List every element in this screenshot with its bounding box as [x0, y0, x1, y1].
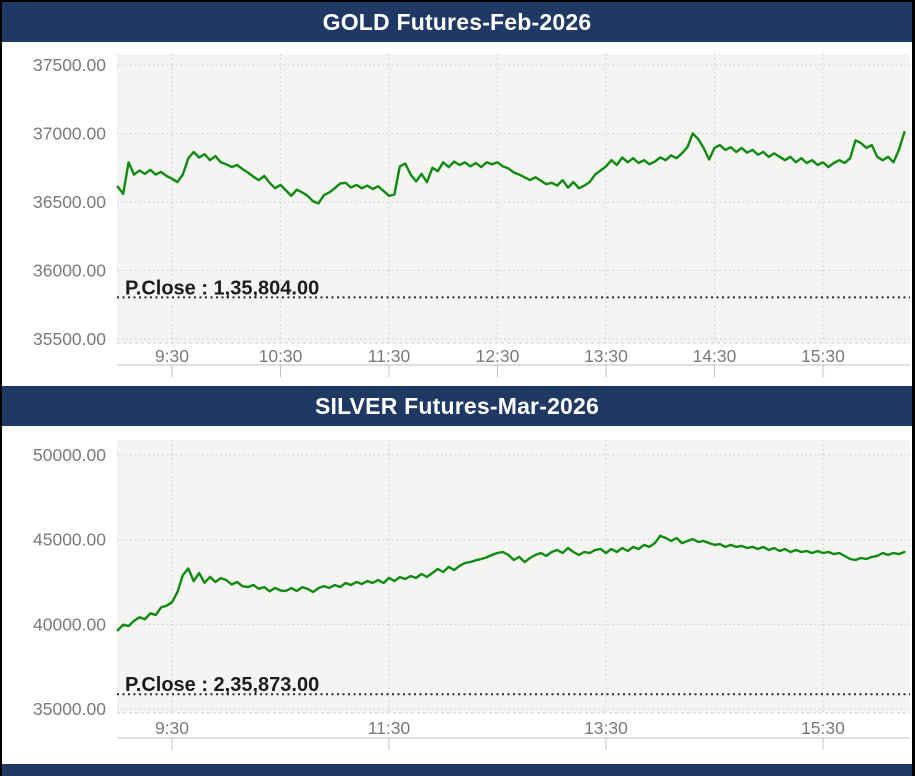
y-tick-label: 37500.00	[33, 55, 106, 75]
plot-area	[117, 440, 910, 713]
x-tick-label: 9:30	[155, 718, 189, 738]
x-tick-label: 15:30	[801, 346, 845, 366]
x-tick-label: 10:30	[259, 346, 303, 366]
silver-chart-title-bar: SILVER Futures-Mar-2026	[2, 386, 912, 426]
gold-chart-svg: 37500.00 37000.00 36500.00 36000.00 35500.00…	[33, 54, 910, 377]
footer-bar	[2, 764, 912, 776]
y-tick-label: 36500.00	[33, 192, 106, 212]
y-tick-label: 50000.00	[33, 445, 106, 465]
gold-chart-title: GOLD Futures-Feb-2026	[322, 8, 592, 35]
y-tick-label: 36000.00	[33, 261, 106, 281]
y-tick-label: 35500.00	[33, 329, 106, 349]
plot-area	[117, 54, 910, 343]
x-tick-label: 13:30	[584, 718, 628, 738]
silver-chart-svg: 50000.00 45000.00 40000.00 35000.00 9:30 11:3…	[33, 440, 910, 750]
y-tick-label: 35000.00	[33, 699, 106, 719]
gold-chart-title-bar: GOLD Futures-Feb-2026	[2, 2, 912, 42]
x-tick-label: 15:30	[801, 718, 845, 738]
price-series-line	[116, 534, 906, 632]
p-close-label: P.Close : 2,35,873.00	[125, 674, 319, 696]
x-tick-label: 9:30	[155, 346, 189, 366]
gold-chart: 37500.00 37000.00 36500.00 36000.00 35500.00…	[2, 42, 912, 386]
y-tick-label: 37000.00	[33, 124, 106, 144]
p-close-label: P.Close : 1,35,804.00	[125, 277, 319, 299]
y-tick-label: 45000.00	[33, 530, 106, 550]
y-tick-label: 40000.00	[33, 614, 106, 634]
silver-chart: 50000.00 45000.00 40000.00 35000.00 9:30 11:3…	[2, 426, 912, 764]
x-tick-label: 13:30	[584, 346, 628, 366]
silver-chart-title: SILVER Futures-Mar-2026	[314, 392, 600, 419]
x-tick-label: 11:30	[368, 346, 411, 366]
x-tick-label: 12:30	[476, 346, 520, 366]
x-tick-label: 14:30	[693, 346, 737, 366]
price-series-line	[116, 130, 906, 205]
x-tick-label: 11:30	[368, 718, 411, 738]
